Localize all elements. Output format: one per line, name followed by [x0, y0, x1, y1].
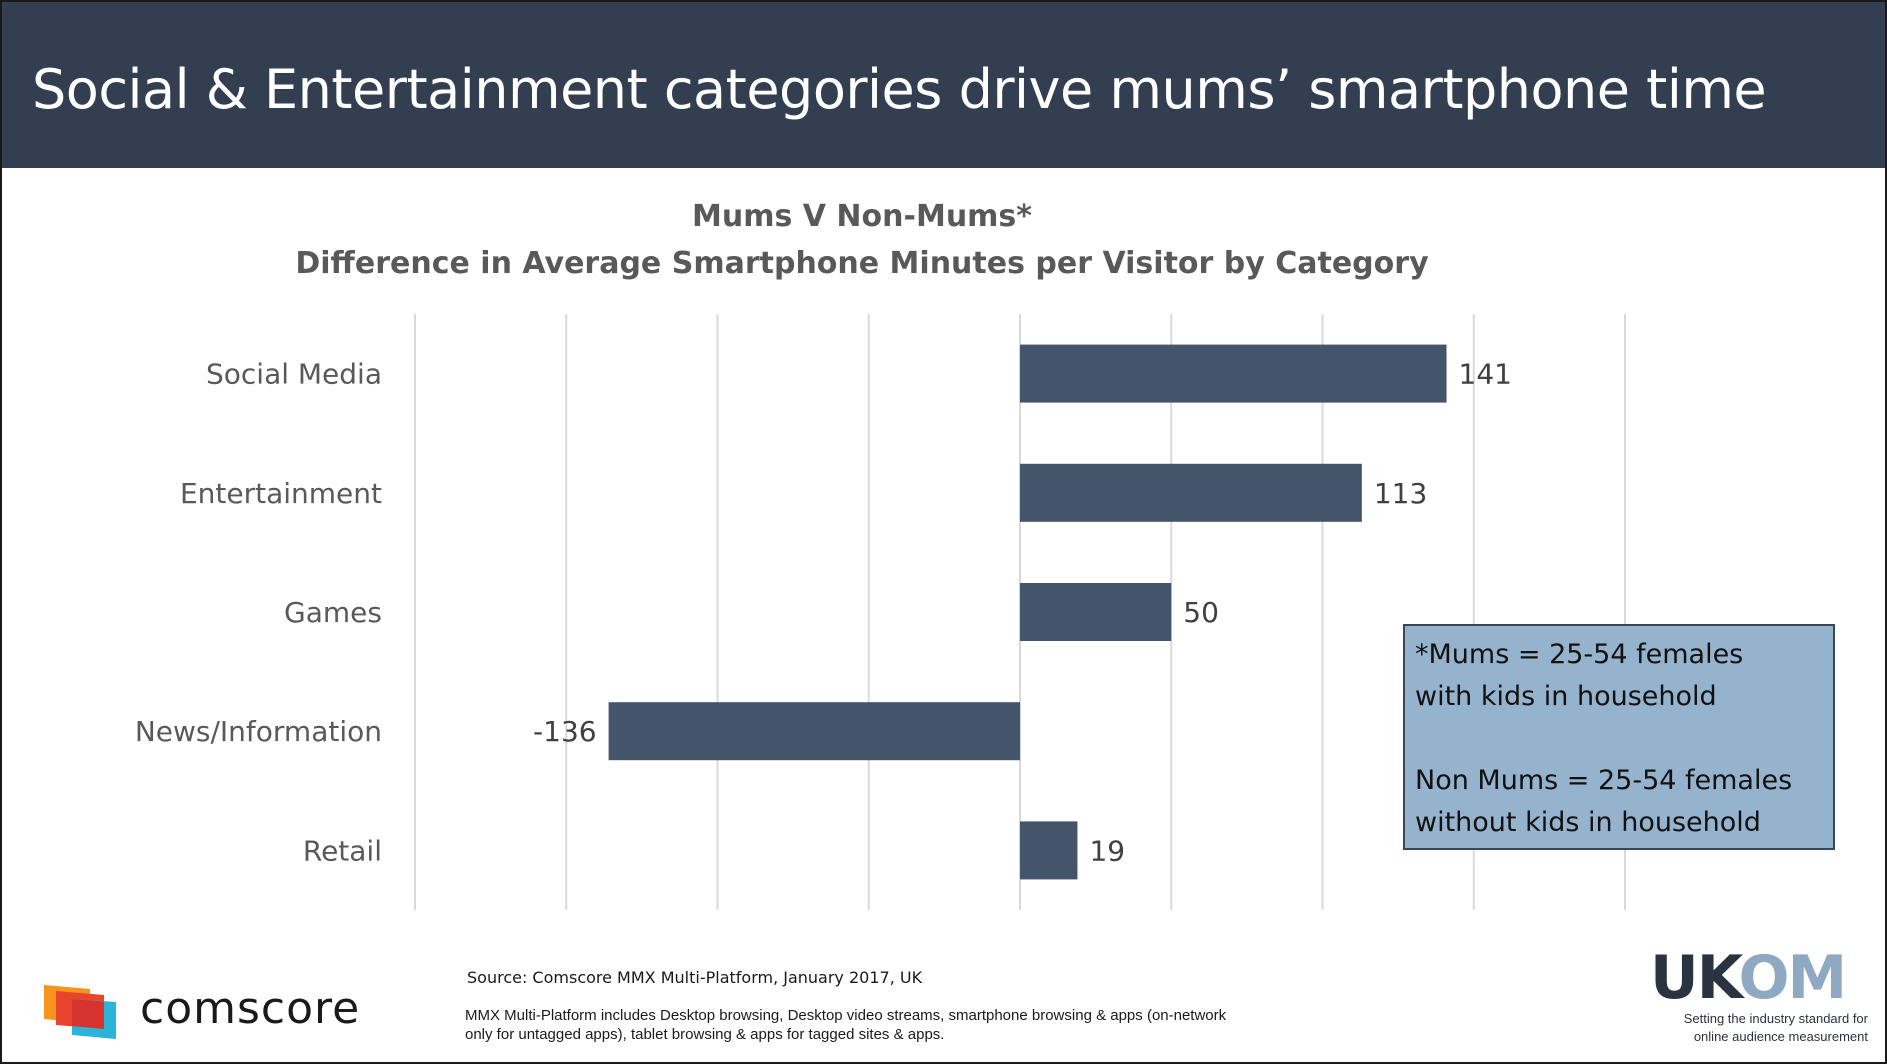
comscore-mark-icon [44, 985, 116, 1039]
source-note: Source: Comscore MMX Multi-Platform, Jan… [467, 968, 923, 987]
data-label: 50 [1183, 596, 1219, 629]
definition-note: *Mums = 25-54 females with kids in house… [1403, 624, 1835, 850]
note-line: without kids in household [1415, 807, 1761, 838]
data-label: 19 [1089, 834, 1125, 867]
note-line: with kids in household [1415, 681, 1717, 712]
bar [608, 702, 1020, 761]
bar [1020, 583, 1172, 641]
note-line: *Mums = 25-54 females [1415, 639, 1744, 670]
data-label: -136 [533, 715, 597, 748]
bar [1020, 344, 1447, 403]
ukom-wordmark: UKOM [1650, 943, 1847, 1013]
chart-title: Mums V Non-Mums* [692, 199, 1032, 234]
methodology-line: MMX Multi-Platform includes Desktop brow… [465, 1007, 1227, 1024]
methodology-line: only for untagged apps), tablet browsing… [465, 1026, 945, 1043]
bar [1020, 821, 1078, 880]
comscore-logo: comscore [44, 983, 394, 1045]
page-title: Social & Entertainment categories drive … [32, 58, 1767, 121]
chart-subtitle: Difference in Average Smartphone Minutes… [295, 246, 1429, 281]
category-label: Entertainment [180, 477, 382, 510]
category-label: Social Media [206, 358, 382, 391]
category-label: News/Information [135, 715, 382, 748]
note-line: Non Mums = 25-54 females [1415, 765, 1793, 796]
category-label: Games [284, 596, 382, 629]
bar-chart: Social Media 141 Entertainment 113 Games 50 Ne… [135, 314, 1626, 910]
data-label: 113 [1374, 477, 1427, 510]
data-label: 141 [1459, 358, 1512, 391]
ukom-logo: UKOM Setting the industry standard for o… [1650, 946, 1870, 1050]
category-label: Retail [303, 834, 382, 867]
ukom-tagline: Setting the industry standard for online… [1683, 1011, 1868, 1044]
methodology-note: MMX Multi-Platform includes Desktop brow… [465, 1006, 1365, 1044]
bar [1020, 463, 1362, 522]
header-bar: Social & Entertainment categories drive … [2, 2, 1885, 168]
comscore-wordmark: comscore [140, 983, 361, 1034]
